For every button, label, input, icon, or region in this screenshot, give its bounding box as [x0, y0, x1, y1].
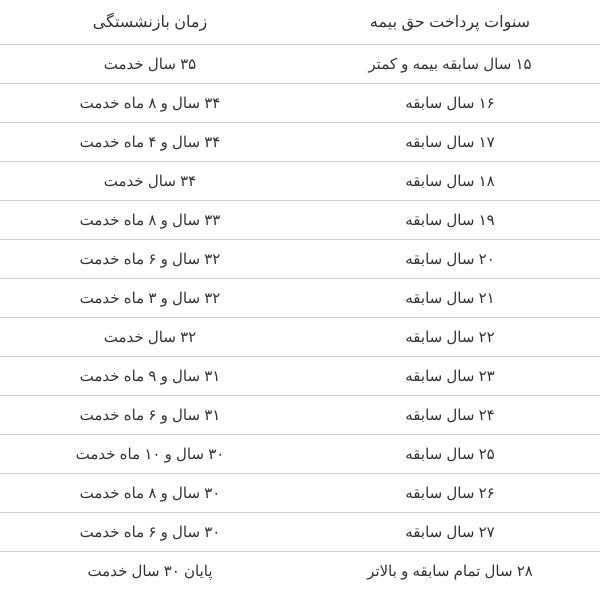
cell-premium-years: ۲۳ سال سابقه	[300, 357, 600, 396]
cell-premium-years: ۲۴ سال سابقه	[300, 396, 600, 435]
table-header-row: سنوات پرداخت حق بیمه زمان بازنشستگی	[0, 0, 600, 45]
cell-retirement-time: ۳۴ سال خدمت	[0, 162, 300, 201]
table-row: ۲۸ سال تمام سابقه و بالاترپایان ۳۰ سال خ…	[0, 552, 600, 590]
cell-premium-years: ۱۷ سال سابقه	[300, 123, 600, 162]
table-row: ۲۰ سال سابقه۳۲ سال و ۶ ماه خدمت	[0, 240, 600, 279]
cell-premium-years: ۱۸ سال سابقه	[300, 162, 600, 201]
cell-premium-years: ۱۶ سال سابقه	[300, 84, 600, 123]
table-row: ۲۱ سال سابقه۳۲ سال و ۳ ماه خدمت	[0, 279, 600, 318]
cell-premium-years: ۲۰ سال سابقه	[300, 240, 600, 279]
cell-retirement-time: ۳۳ سال و ۸ ماه خدمت	[0, 201, 300, 240]
table-row: ۲۳ سال سابقه۳۱ سال و ۹ ماه خدمت	[0, 357, 600, 396]
cell-premium-years: ۲۵ سال سابقه	[300, 435, 600, 474]
cell-retirement-time: ۳۱ سال و ۹ ماه خدمت	[0, 357, 300, 396]
cell-premium-years: ۲۱ سال سابقه	[300, 279, 600, 318]
cell-retirement-time: ۳۰ سال و ۶ ماه خدمت	[0, 513, 300, 552]
cell-premium-years: ۲۸ سال تمام سابقه و بالاتر	[300, 552, 600, 590]
table-row: ۲۵ سال سابقه۳۰ سال و ۱۰ ماه خدمت	[0, 435, 600, 474]
table-row: ۱۶ سال سابقه۳۴ سال و ۸ ماه خدمت	[0, 84, 600, 123]
table-row: ۱۷ سال سابقه۳۴ سال و ۴ ماه خدمت	[0, 123, 600, 162]
table-row: ۲۲ سال سابقه۳۲ سال خدمت	[0, 318, 600, 357]
column-header-premium-years: سنوات پرداخت حق بیمه	[300, 0, 600, 45]
table-body: ۱۵ سال سابقه بیمه و کمتر۳۵ سال خدمت۱۶ سا…	[0, 45, 600, 590]
cell-retirement-time: ۳۲ سال و ۶ ماه خدمت	[0, 240, 300, 279]
table-row: ۲۷ سال سابقه۳۰ سال و ۶ ماه خدمت	[0, 513, 600, 552]
column-header-retirement-time: زمان بازنشستگی	[0, 0, 300, 45]
cell-premium-years: ۱۵ سال سابقه بیمه و کمتر	[300, 45, 600, 84]
table-row: ۱۵ سال سابقه بیمه و کمتر۳۵ سال خدمت	[0, 45, 600, 84]
cell-premium-years: ۱۹ سال سابقه	[300, 201, 600, 240]
cell-retirement-time: ۳۵ سال خدمت	[0, 45, 300, 84]
cell-retirement-time: ۳۱ سال و ۶ ماه خدمت	[0, 396, 300, 435]
cell-retirement-time: پایان ۳۰ سال خدمت	[0, 552, 300, 590]
cell-retirement-time: ۳۰ سال و ۱۰ ماه خدمت	[0, 435, 300, 474]
table-row: ۱۸ سال سابقه۳۴ سال خدمت	[0, 162, 600, 201]
cell-retirement-time: ۳۲ سال و ۳ ماه خدمت	[0, 279, 300, 318]
cell-premium-years: ۲۷ سال سابقه	[300, 513, 600, 552]
cell-retirement-time: ۳۴ سال و ۸ ماه خدمت	[0, 84, 300, 123]
cell-retirement-time: ۳۲ سال خدمت	[0, 318, 300, 357]
retirement-table: سنوات پرداخت حق بیمه زمان بازنشستگی ۱۵ س…	[0, 0, 600, 590]
cell-premium-years: ۲۲ سال سابقه	[300, 318, 600, 357]
cell-premium-years: ۲۶ سال سابقه	[300, 474, 600, 513]
cell-retirement-time: ۳۰ سال و ۸ ماه خدمت	[0, 474, 300, 513]
cell-retirement-time: ۳۴ سال و ۴ ماه خدمت	[0, 123, 300, 162]
table-row: ۱۹ سال سابقه۳۳ سال و ۸ ماه خدمت	[0, 201, 600, 240]
table-row: ۲۶ سال سابقه۳۰ سال و ۸ ماه خدمت	[0, 474, 600, 513]
table-row: ۲۴ سال سابقه۳۱ سال و ۶ ماه خدمت	[0, 396, 600, 435]
